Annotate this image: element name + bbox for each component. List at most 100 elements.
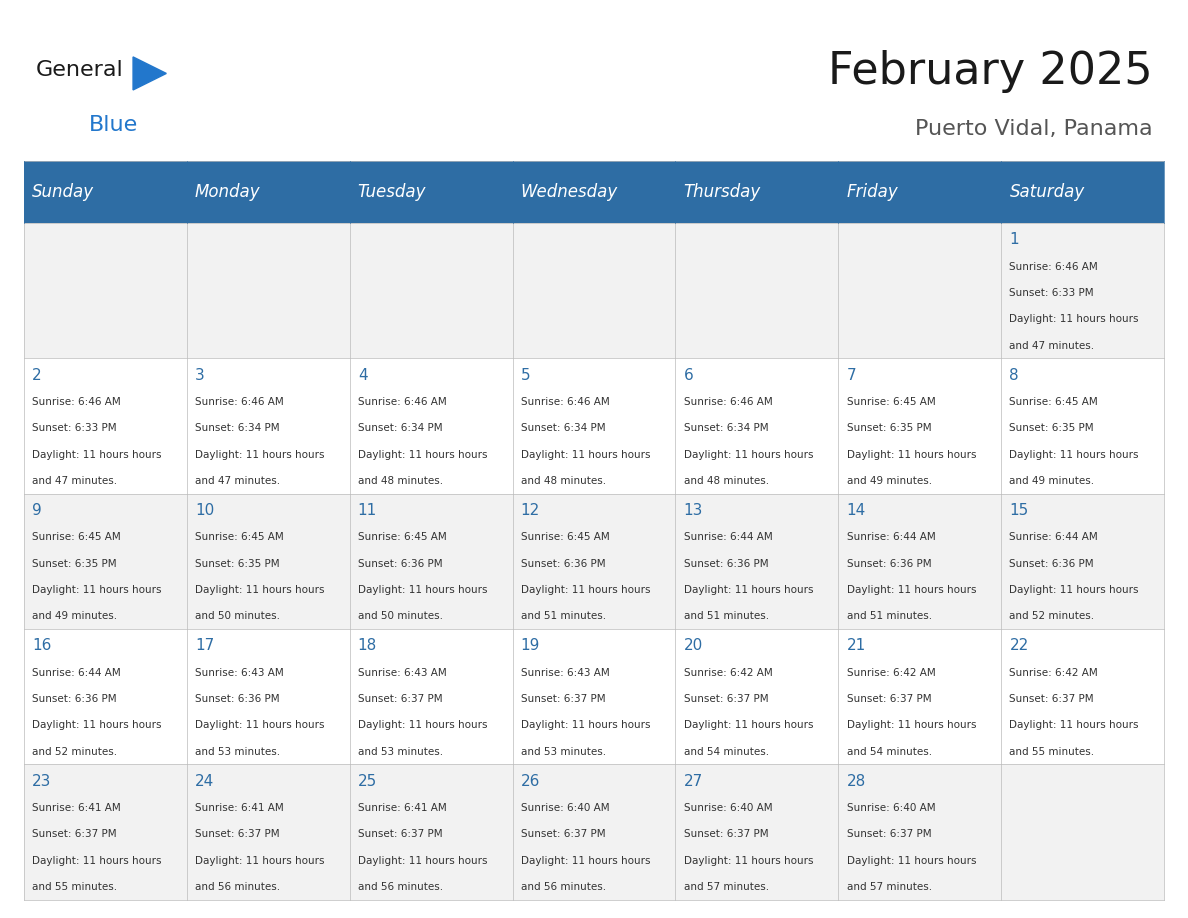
Bar — [187, 765, 349, 900]
Text: 20: 20 — [683, 638, 703, 654]
Text: Daylight: 11 hours hours: Daylight: 11 hours hours — [32, 585, 162, 595]
Bar — [1001, 223, 1164, 358]
Text: Daylight: 11 hours hours: Daylight: 11 hours hours — [195, 856, 324, 866]
Bar — [187, 629, 349, 765]
Text: and 49 minutes.: and 49 minutes. — [32, 611, 118, 621]
Text: 3: 3 — [195, 367, 204, 383]
Text: 7: 7 — [847, 367, 857, 383]
Bar — [187, 358, 349, 494]
Text: Sunset: 6:37 PM: Sunset: 6:37 PM — [847, 694, 931, 704]
Text: and 50 minutes.: and 50 minutes. — [195, 611, 280, 621]
Text: Sunrise: 6:42 AM: Sunrise: 6:42 AM — [847, 667, 935, 677]
Text: and 52 minutes.: and 52 minutes. — [1010, 611, 1094, 621]
Text: Sunrise: 6:44 AM: Sunrise: 6:44 AM — [683, 532, 772, 543]
Text: Sunset: 6:35 PM: Sunset: 6:35 PM — [32, 559, 116, 568]
Text: 9: 9 — [32, 503, 42, 518]
Text: 23: 23 — [32, 774, 51, 789]
Text: Sunrise: 6:42 AM: Sunrise: 6:42 AM — [1010, 667, 1098, 677]
Text: Sunset: 6:37 PM: Sunset: 6:37 PM — [32, 829, 116, 839]
Text: 8: 8 — [1010, 367, 1019, 383]
Bar — [676, 223, 839, 358]
Text: and 56 minutes.: and 56 minutes. — [520, 882, 606, 892]
Text: Daylight: 11 hours hours: Daylight: 11 hours hours — [520, 450, 650, 460]
Text: Sunset: 6:37 PM: Sunset: 6:37 PM — [358, 829, 442, 839]
Text: Daylight: 11 hours hours: Daylight: 11 hours hours — [32, 856, 162, 866]
Text: Sunrise: 6:46 AM: Sunrise: 6:46 AM — [195, 397, 284, 407]
Text: Daylight: 11 hours hours: Daylight: 11 hours hours — [1010, 721, 1139, 731]
Text: Sunset: 6:37 PM: Sunset: 6:37 PM — [683, 694, 769, 704]
Text: Sunrise: 6:45 AM: Sunrise: 6:45 AM — [32, 532, 121, 543]
Bar — [349, 223, 512, 358]
Text: and 54 minutes.: and 54 minutes. — [683, 746, 769, 756]
Text: Daylight: 11 hours hours: Daylight: 11 hours hours — [520, 856, 650, 866]
Text: and 51 minutes.: and 51 minutes. — [520, 611, 606, 621]
Text: Sunset: 6:36 PM: Sunset: 6:36 PM — [1010, 559, 1094, 568]
Text: Sunrise: 6:44 AM: Sunrise: 6:44 AM — [847, 532, 935, 543]
Text: 14: 14 — [847, 503, 866, 518]
Text: Daylight: 11 hours hours: Daylight: 11 hours hours — [847, 856, 977, 866]
Text: Daylight: 11 hours hours: Daylight: 11 hours hours — [195, 585, 324, 595]
Bar — [512, 629, 676, 765]
Text: Sunrise: 6:45 AM: Sunrise: 6:45 AM — [195, 532, 284, 543]
Text: and 50 minutes.: and 50 minutes. — [358, 611, 443, 621]
Text: 19: 19 — [520, 638, 541, 654]
Text: Sunrise: 6:46 AM: Sunrise: 6:46 AM — [683, 397, 772, 407]
Text: 25: 25 — [358, 774, 377, 789]
Text: Sunset: 6:36 PM: Sunset: 6:36 PM — [358, 559, 442, 568]
Text: Daylight: 11 hours hours: Daylight: 11 hours hours — [1010, 585, 1139, 595]
Text: Sunrise: 6:41 AM: Sunrise: 6:41 AM — [358, 803, 447, 812]
Text: 12: 12 — [520, 503, 539, 518]
Text: Sunset: 6:35 PM: Sunset: 6:35 PM — [195, 559, 279, 568]
Bar — [512, 494, 676, 629]
Bar — [839, 629, 1001, 765]
Bar — [676, 629, 839, 765]
Text: Daylight: 11 hours hours: Daylight: 11 hours hours — [683, 721, 813, 731]
Text: Sunday: Sunday — [32, 183, 94, 201]
Text: Daylight: 11 hours hours: Daylight: 11 hours hours — [683, 585, 813, 595]
Text: and 48 minutes.: and 48 minutes. — [683, 476, 769, 487]
Text: Sunrise: 6:40 AM: Sunrise: 6:40 AM — [683, 803, 772, 812]
Bar — [187, 223, 349, 358]
Text: Thursday: Thursday — [683, 183, 760, 201]
Text: and 55 minutes.: and 55 minutes. — [32, 882, 118, 892]
Bar — [1001, 629, 1164, 765]
Text: and 53 minutes.: and 53 minutes. — [195, 746, 280, 756]
Bar — [1001, 765, 1164, 900]
Text: Sunrise: 6:40 AM: Sunrise: 6:40 AM — [847, 803, 935, 812]
Bar — [24, 494, 187, 629]
Text: 26: 26 — [520, 774, 541, 789]
Bar — [839, 494, 1001, 629]
Text: 2: 2 — [32, 367, 42, 383]
Text: and 56 minutes.: and 56 minutes. — [195, 882, 280, 892]
Text: Sunrise: 6:43 AM: Sunrise: 6:43 AM — [358, 667, 447, 677]
Text: Tuesday: Tuesday — [358, 183, 426, 201]
Text: Sunset: 6:36 PM: Sunset: 6:36 PM — [195, 694, 279, 704]
Bar — [349, 765, 512, 900]
Text: and 48 minutes.: and 48 minutes. — [520, 476, 606, 487]
Text: Daylight: 11 hours hours: Daylight: 11 hours hours — [358, 585, 487, 595]
Bar — [24, 765, 187, 900]
Text: 24: 24 — [195, 774, 214, 789]
Bar — [676, 494, 839, 629]
Text: Sunset: 6:37 PM: Sunset: 6:37 PM — [683, 829, 769, 839]
Text: Sunset: 6:37 PM: Sunset: 6:37 PM — [195, 829, 279, 839]
Bar — [349, 629, 512, 765]
Text: Sunrise: 6:45 AM: Sunrise: 6:45 AM — [1010, 397, 1098, 407]
Text: Daylight: 11 hours hours: Daylight: 11 hours hours — [358, 721, 487, 731]
Bar — [349, 494, 512, 629]
Text: Daylight: 11 hours hours: Daylight: 11 hours hours — [847, 585, 977, 595]
Text: Sunset: 6:34 PM: Sunset: 6:34 PM — [520, 423, 606, 433]
Text: and 54 minutes.: and 54 minutes. — [847, 746, 931, 756]
Text: Sunset: 6:34 PM: Sunset: 6:34 PM — [195, 423, 279, 433]
Text: 10: 10 — [195, 503, 214, 518]
Text: 13: 13 — [683, 503, 703, 518]
Bar — [512, 358, 676, 494]
Text: Sunset: 6:37 PM: Sunset: 6:37 PM — [520, 829, 606, 839]
Text: 15: 15 — [1010, 503, 1029, 518]
Text: Sunset: 6:37 PM: Sunset: 6:37 PM — [847, 829, 931, 839]
Text: Sunset: 6:34 PM: Sunset: 6:34 PM — [683, 423, 769, 433]
Text: Sunrise: 6:44 AM: Sunrise: 6:44 AM — [1010, 532, 1098, 543]
Text: Sunset: 6:36 PM: Sunset: 6:36 PM — [683, 559, 769, 568]
Bar — [24, 223, 187, 358]
Text: 17: 17 — [195, 638, 214, 654]
